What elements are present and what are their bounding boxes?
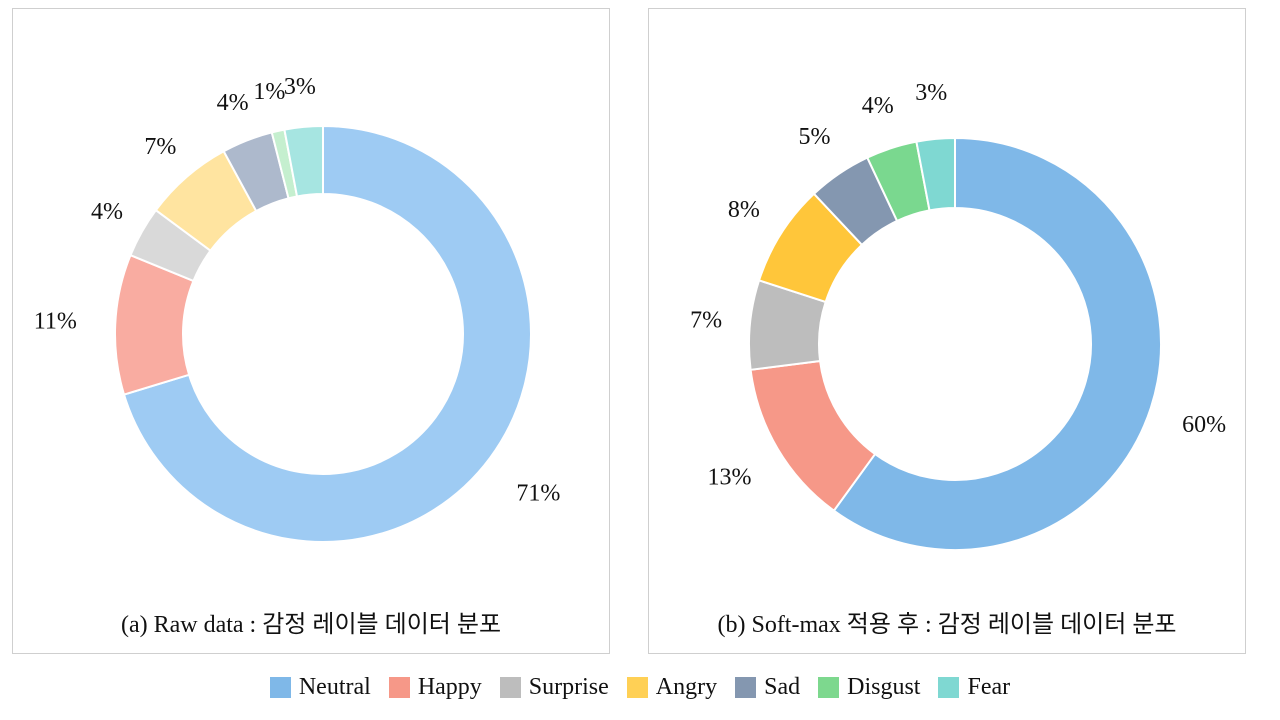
softmax-label-neutral: 60% [1182,412,1226,438]
raw-slice-neutral [122,124,532,543]
softmax-label-fear: 3% [915,80,947,106]
legend-item-disgust: Disgust [818,674,920,701]
chart-legend: Neutral Happy Surprise Angry Sad Disgust… [0,670,1280,704]
chart-panel-softmax: 60% 13% 7% 8% 5% 4% 3% (b) Soft-max 적용 후 : 감정 … [648,8,1246,654]
softmax-label-surprise: 7% [690,307,722,333]
chart-panel-raw: 71% 11% 4% 7% 4% 1% 3% (a) Raw data : 감정 레이블 데… [12,8,610,654]
donut-chart-raw: 71%11%4%7%4% 1%3% [34,74,560,543]
raw-label-disgust: 1% [253,79,285,105]
raw-label-fear: 3% [284,74,316,100]
legend-label-happy: Happy [417,673,482,700]
legend-item-surprise: Surprise [499,673,609,701]
softmax-slice-neutral [832,136,1162,551]
softmax-label-sad: 5% [798,124,830,150]
legend-label-neutral: Neutral [298,673,371,700]
raw-label-neutral: 71% [516,481,560,507]
chart-caption-raw: (a) Raw data : 감정 레이블 데이터 분포 [120,612,502,638]
raw-label-happy: 11% [34,309,77,335]
donut-chart-softmax: 60% 13% 7% 8% 5% 4% 3% [690,80,1226,551]
legend-label-sad: Sad [764,673,801,700]
softmax-label-happy: 13% [707,464,751,490]
raw-label-sad: 4% [217,90,249,116]
softmax-label-disgust: 4% [862,93,894,119]
legend-swatch-surprise [499,676,521,698]
legend-item-angry: Angry [626,673,718,701]
legend-item-sad: Sad [735,674,800,701]
legend-swatch-sad [735,676,757,698]
softmax-label-angry: 8% [728,197,760,223]
legend-swatch-disgust [818,676,840,698]
legend-swatch-neutral [269,676,291,698]
legend-swatch-angry [626,676,648,698]
legend-label-surprise: Surprise [528,673,609,700]
legend-label-angry: Angry [655,673,718,700]
raw-label-angry: 7% [144,134,176,160]
legend-item-happy: Happy [388,673,482,701]
softmax-slice-fear [915,136,956,212]
chart-caption-softmax: (b) Soft-max 적용 후 : 감정 레이블 데이터 분포 [717,612,1177,638]
legend-label-disgust: Disgust [847,673,921,700]
legend-swatch-fear [938,676,960,698]
legend-swatch-happy [388,676,410,698]
legend-item-fear: Fear [938,674,1010,701]
raw-label-surprise: 4% [91,199,123,225]
legend-label-fear: Fear [967,673,1011,700]
raw-slice-fear [283,124,324,198]
legend-item-neutral: Neutral [269,673,371,701]
